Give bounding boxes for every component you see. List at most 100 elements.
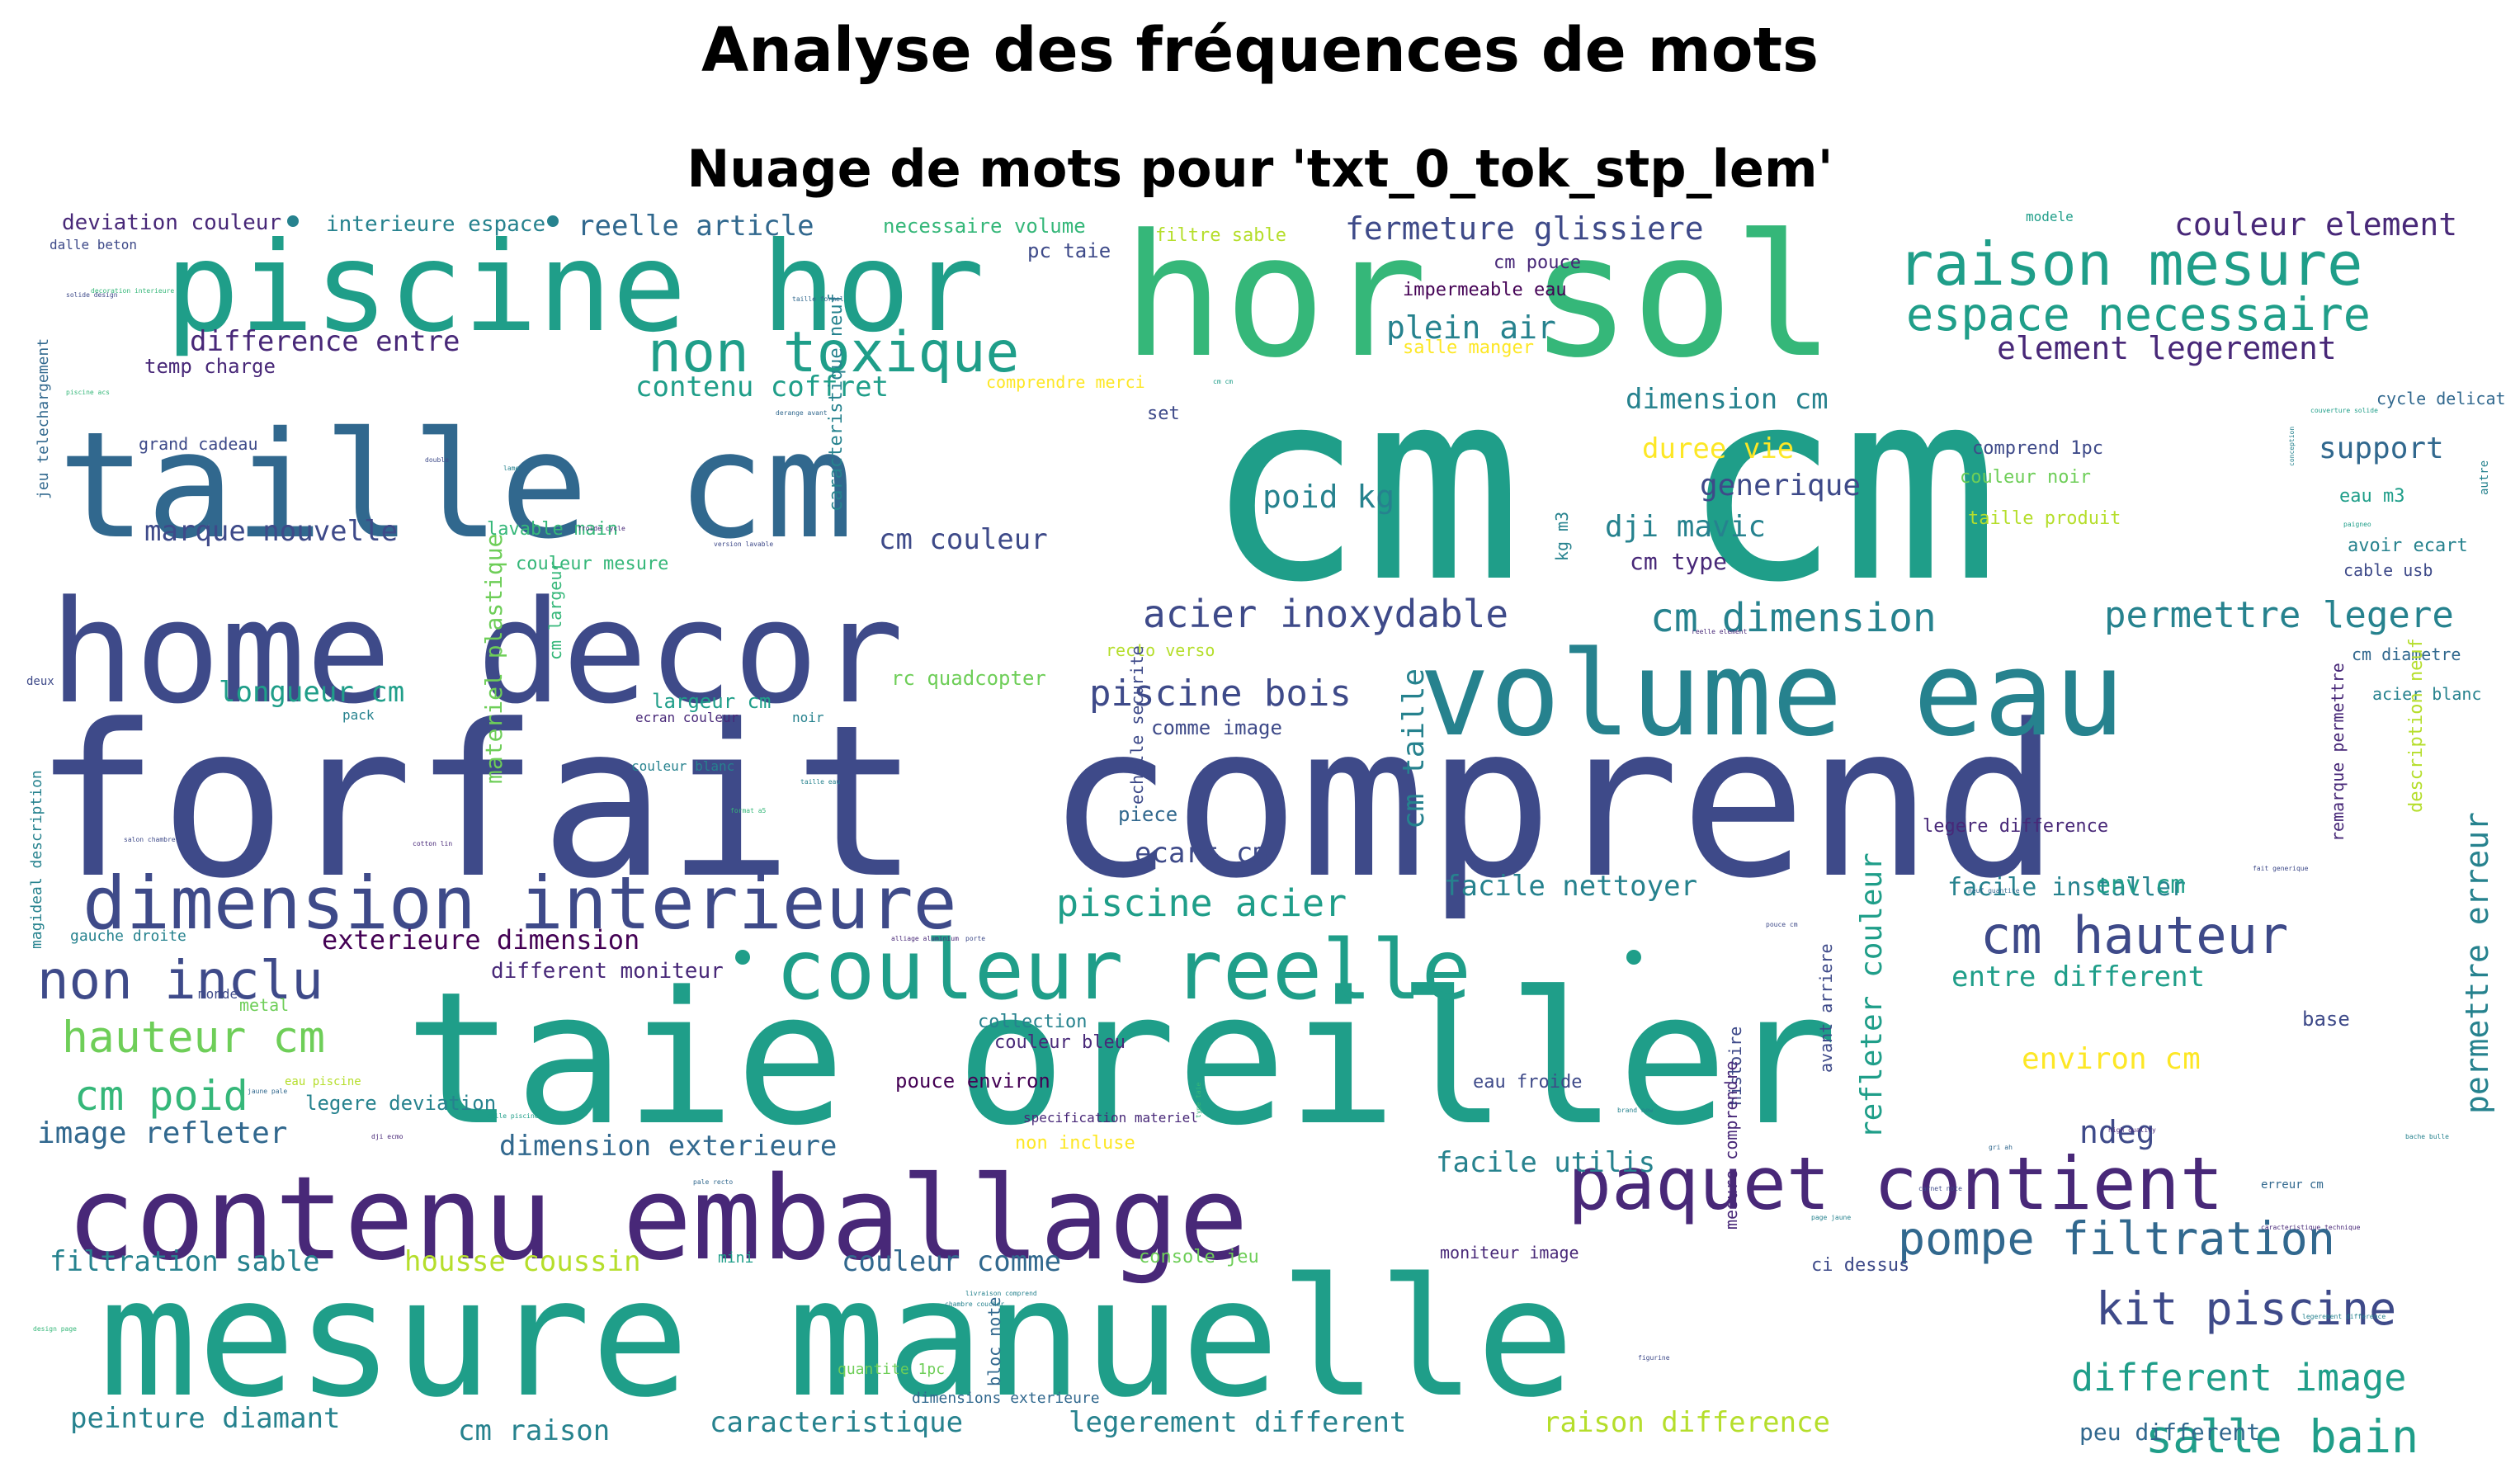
word-107: cycle delicat [2376,389,2506,408]
word-94: dimensions exterieure [912,1390,1100,1407]
chart-subtitle: Nuage de mots pour 'txt_0_tok_stp_lem' [687,139,1833,199]
word-49: peinture diamant [70,1402,341,1435]
word-74: facile nettoyer [1444,870,1697,903]
word-128: cm largeur [545,561,565,660]
dot-mark [547,215,559,227]
word-119: metal [239,995,289,1015]
word-3: hor sol [1122,199,1835,395]
word-87: collection [978,1012,1087,1032]
word-113: ecran couleur [635,710,739,725]
word-167: conception [2288,427,2296,466]
word-148: version lavable [714,540,773,548]
word-156: bache bulle [2405,1133,2449,1140]
word-57: cm couleur [879,523,1048,556]
word-153: type taie [1195,1082,1202,1118]
word-169: porte [965,935,985,942]
word-152: pouce cm [1766,921,1798,928]
word-23: acier inoxydable [1143,592,1508,636]
word-115: couleur blanc [631,758,734,774]
word-129: kg m3 [1552,512,1572,561]
word-10: couleur reelle [776,922,1471,1018]
word-59: reelle article [578,210,814,243]
word-143: piscine acs [66,389,110,396]
word-133: remarque permettre [2328,663,2348,842]
word-126: materiel plastique [480,534,507,784]
word-46: filtration sable [50,1245,320,1278]
word-58: difference entre [190,325,460,358]
word-82: ecart cm [1135,837,1270,870]
word-1: forfait comprend [33,680,2060,925]
word-28: different image [2071,1356,2406,1400]
word-150: fait generique [2253,865,2309,872]
word-173: cotton lin [413,840,452,847]
word-135: autre [2478,460,2491,495]
word-42: dimension cm [1626,383,1829,416]
word-122: specification materiel [1023,1110,1198,1126]
word-95: quantite 1pc [838,1361,945,1378]
word-158: page jaune [1811,1214,1851,1221]
word-41: duree vie [1642,432,1794,465]
word-84: comme image [1151,716,1282,739]
word-11: dimension interieure [83,861,957,946]
word-20: salle bain [2145,1410,2419,1463]
word-93: moniteur image [1440,1243,1579,1263]
word-66: impermeable eau [1403,280,1567,300]
word-4: mesure manuelle [99,1243,1574,1433]
word-85: largeur cm [652,690,772,713]
word-73: cm type [1630,548,1727,575]
word-90: legere deviation [305,1092,496,1115]
word-12: paquet contient [1568,1141,2224,1226]
word-165: couverture solide [2310,407,2378,414]
dot-mark [735,950,750,965]
word-162: design page [33,1325,77,1333]
word-32: couleur element [2174,206,2457,243]
word-19: pompe filtration [1898,1212,2335,1265]
word-50: cm raison [458,1414,610,1447]
word-0: cm cm [1205,333,1999,640]
word-77: env cm [2096,871,2185,899]
word-36: permettre erreur [2459,812,2495,1114]
word-21: hauteur cm [62,1012,325,1063]
word-178: legerement difference [2302,1313,2386,1320]
word-124: jeu telechargement [35,338,52,499]
word-75: facile utilis [1436,1146,1655,1179]
word-140: decoration interieure [91,287,174,295]
word-171: format a5 [730,807,767,814]
word-76: facile installer [1947,873,2186,902]
word-78: entre different [1951,961,2205,994]
word-91: eau froide [1473,1072,1582,1093]
word-170: taille eau [800,778,840,786]
word-157: carnet note [1918,1185,1962,1192]
word-69: comprendre merci [986,372,1145,392]
word-63: filtre sable [1155,225,1286,246]
word-92: console jeu [1139,1247,1259,1267]
word-33: element legerement [1997,330,2337,366]
word-136: echelle securite [1127,645,1147,805]
word-31: fermeture glissiere [1345,210,1704,247]
word-137: monde [198,986,238,1002]
word-121: recto verso [1106,640,1215,660]
word-86: rc quadcopter [891,667,1046,690]
word-54: contenu coffret [635,371,889,404]
word-132: avant arriere [1816,943,1836,1073]
dot-mark [287,215,299,227]
word-71: lavable main [487,519,618,540]
word-155: high quality [2108,1126,2156,1134]
word-56: longueur cm [219,676,404,709]
word-48: couleur comme [842,1245,1061,1278]
word-98: base [2302,1008,2350,1031]
word-147: froide cycle [578,525,625,532]
word-123: eau piscine [285,1075,361,1088]
word-149: reelle element [1692,628,1748,635]
word-83: piece [1118,803,1177,826]
word-34: ndeg [2079,1114,2155,1150]
word-138: erreur cm [2261,1178,2324,1192]
word-154: brand new [1617,1107,1654,1114]
word-79: exterieure dimension [322,924,639,956]
word-25: permettre legere [2104,594,2454,636]
word-114: noir [792,710,824,725]
word-44: image refleter [37,1116,287,1150]
word-127: caracteristique neuf [826,293,847,512]
word-30: poid kg [1262,479,1394,515]
